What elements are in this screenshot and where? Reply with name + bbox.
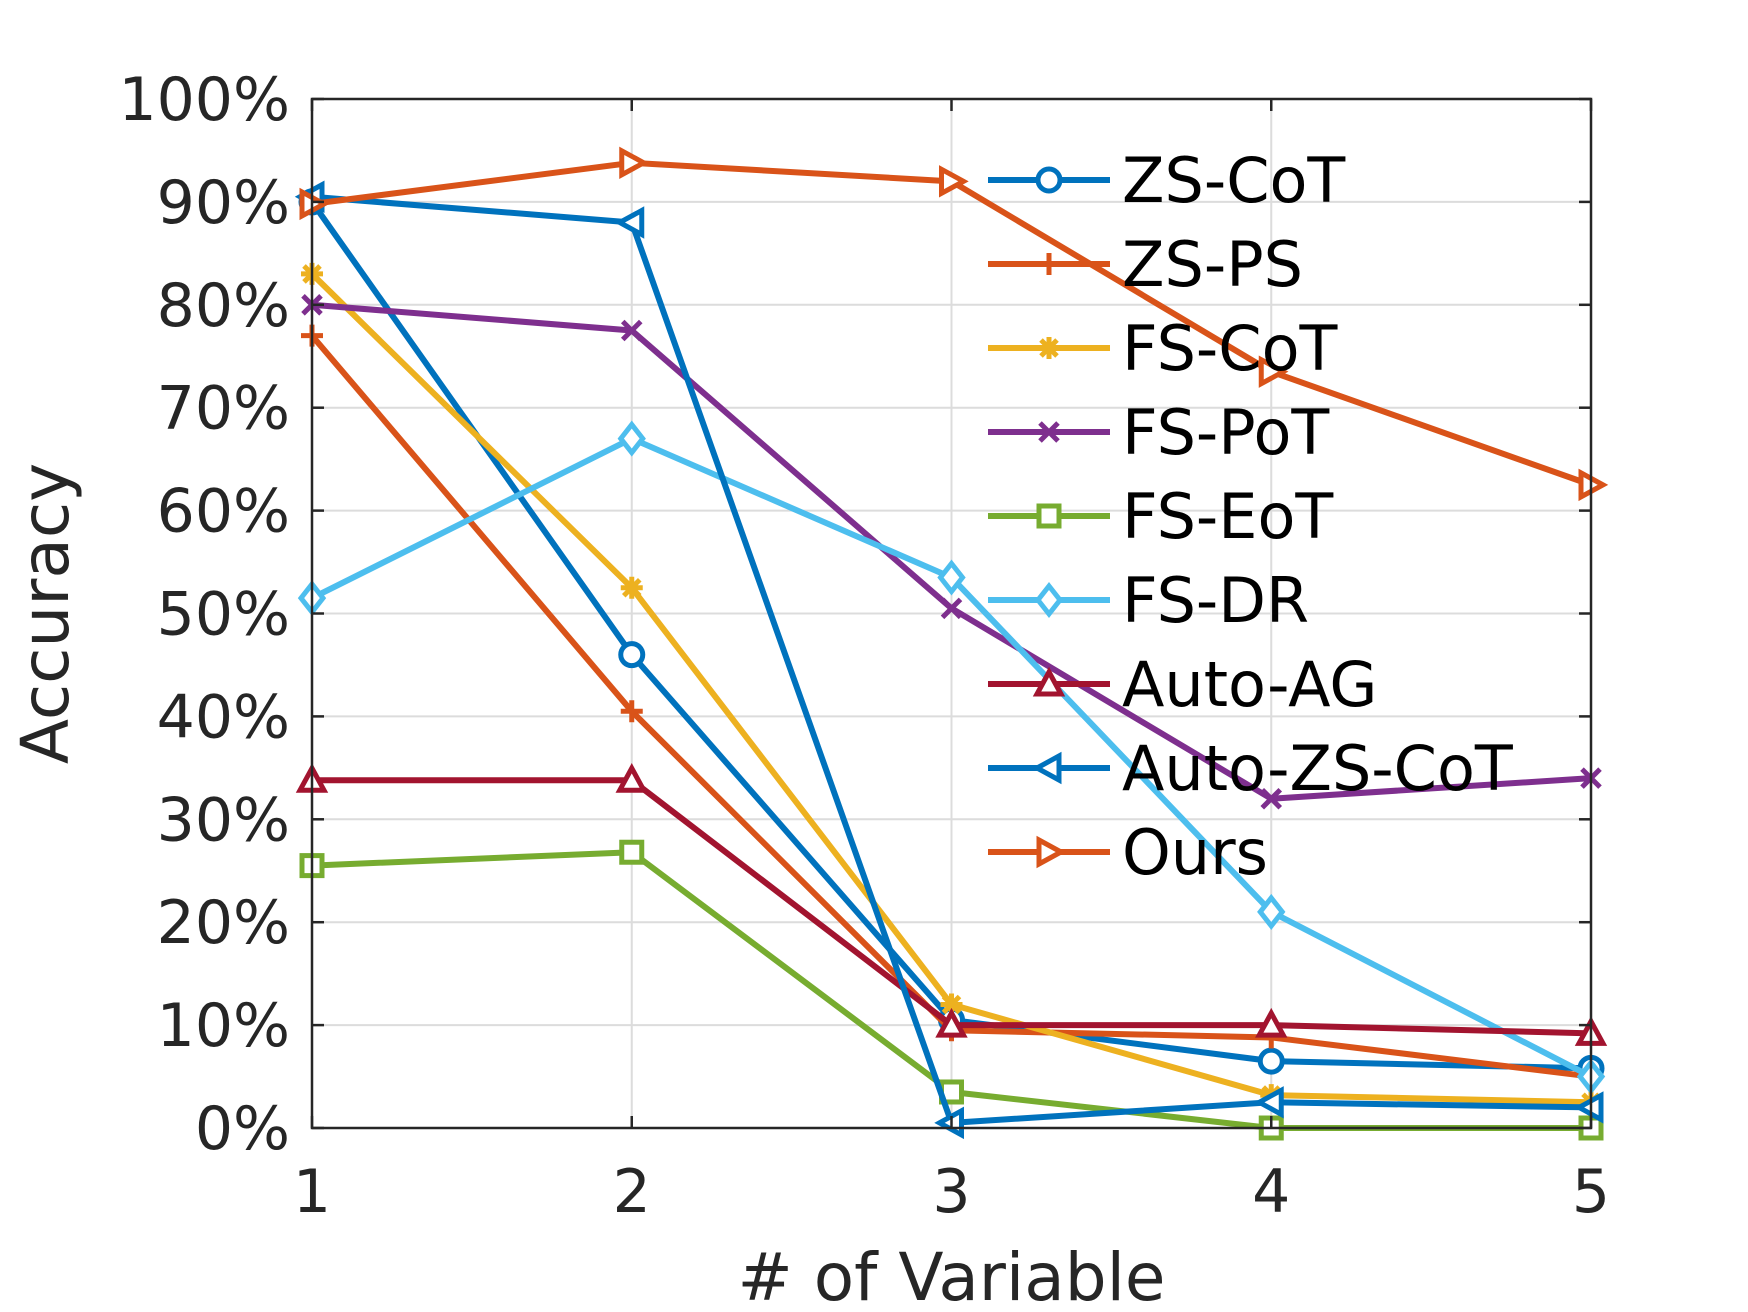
data-point-fs-dr: [617, 420, 646, 457]
y-tick-label: 10%: [157, 991, 290, 1061]
y-tick-label: 70%: [157, 374, 290, 444]
legend-label-fs-cot: FS-CoT: [1122, 312, 1339, 385]
legend-label-fs-dr: FS-DR: [1122, 564, 1309, 637]
data-point-ours: [1258, 355, 1289, 388]
y-tick-label: 20%: [157, 888, 290, 958]
data-point-auto-zs-cot: [614, 206, 645, 239]
legend-marker-fs-pot: [1038, 421, 1060, 443]
legend-marker-fs-dr: [1034, 581, 1064, 619]
data-point-zs-cot: [618, 641, 646, 669]
legend-entry-fs-cot: FS-CoT: [988, 312, 1339, 385]
data-point-fs-pot: [1260, 787, 1283, 810]
legend-entry-zs-ps: ZS-PS: [988, 228, 1303, 301]
data-point-ours: [619, 146, 649, 180]
legend-label-fs-pot: FS-PoT: [1122, 396, 1330, 469]
data-point-auto-zs-cot: [1254, 1086, 1284, 1119]
legend-marker-auto-zs-cot: [1031, 751, 1062, 785]
legend-marker-zs-ps: [1038, 253, 1060, 275]
legend-marker-fs-eot: [1036, 503, 1062, 529]
data-point-ours: [939, 165, 969, 198]
legend-marker-auto-ag: [1032, 666, 1066, 697]
y-tick-label: 90%: [157, 168, 290, 238]
data-point-fs-pot: [940, 597, 963, 620]
y-tick-label: 30%: [157, 785, 290, 855]
data-point-auto-ag: [1255, 1007, 1288, 1038]
y-tick-label: 40%: [157, 682, 290, 752]
data-point-fs-dr: [1257, 893, 1286, 930]
data-point-zs-cot: [1257, 1047, 1285, 1075]
y-tick-label: 100%: [118, 65, 290, 135]
y-tick-label: 80%: [157, 271, 290, 341]
y-tick-label: 50%: [157, 580, 290, 650]
y-tick-label: 0%: [195, 1094, 290, 1164]
legend-entry-ours: Ours: [988, 816, 1268, 889]
y-axis-title: Accuracy: [7, 463, 84, 764]
x-axis-title: # of Variable: [737, 1239, 1165, 1312]
x-tick-label: 1: [293, 1157, 331, 1227]
legend-entry-auto-ag: Auto-AG: [988, 648, 1377, 721]
data-point-fs-cot: [940, 993, 963, 1016]
data-point-auto-ag: [615, 762, 648, 793]
legend-label-auto-ag: Auto-AG: [1122, 648, 1377, 721]
legend-entry-auto-zs-cot: Auto-ZS-CoT: [988, 732, 1514, 805]
legend-entry-fs-dr: FS-DR: [988, 564, 1309, 637]
legend-marker-ours: [1036, 835, 1067, 869]
data-point-fs-cot: [620, 576, 643, 599]
data-point-fs-dr: [937, 559, 966, 596]
legend-entry-fs-pot: FS-PoT: [988, 396, 1330, 469]
legend-label-fs-eot: FS-EoT: [1122, 480, 1334, 553]
data-point-fs-pot: [620, 319, 643, 342]
series-fs-dr: [297, 420, 1606, 1095]
ticks: 0% 10% 20% 30% 40% 50% 60% 70% 80% 90% 100% 1 2 3 4 5: [118, 65, 1610, 1227]
legend: ZS-CoT ZS-PS FS-CoT FS-PoT FS-EoT FS-DR Auto-A…: [988, 144, 1514, 889]
legend-label-ours: Ours: [1122, 816, 1268, 889]
data-point-fs-eot: [619, 839, 645, 865]
data-point-auto-ag: [935, 1007, 968, 1038]
y-tick-label: 60%: [157, 477, 290, 547]
legend-marker-zs-cot: [1035, 166, 1063, 194]
data-point-zs-ps: [620, 700, 643, 723]
legend-label-auto-zs-cot: Auto-ZS-CoT: [1122, 732, 1514, 805]
legend-marker-fs-cot: [1038, 337, 1060, 359]
legend-label-zs-ps: ZS-PS: [1122, 228, 1303, 301]
legend-entry-zs-cot: ZS-CoT: [988, 144, 1346, 217]
legend-label-zs-cot: ZS-CoT: [1122, 144, 1346, 217]
x-tick-label: 2: [613, 1157, 651, 1227]
x-tick-label: 5: [1572, 1157, 1610, 1227]
x-tick-label: 3: [932, 1157, 970, 1227]
x-tick-label: 4: [1252, 1157, 1290, 1227]
legend-entry-fs-eot: FS-EoT: [988, 480, 1334, 553]
